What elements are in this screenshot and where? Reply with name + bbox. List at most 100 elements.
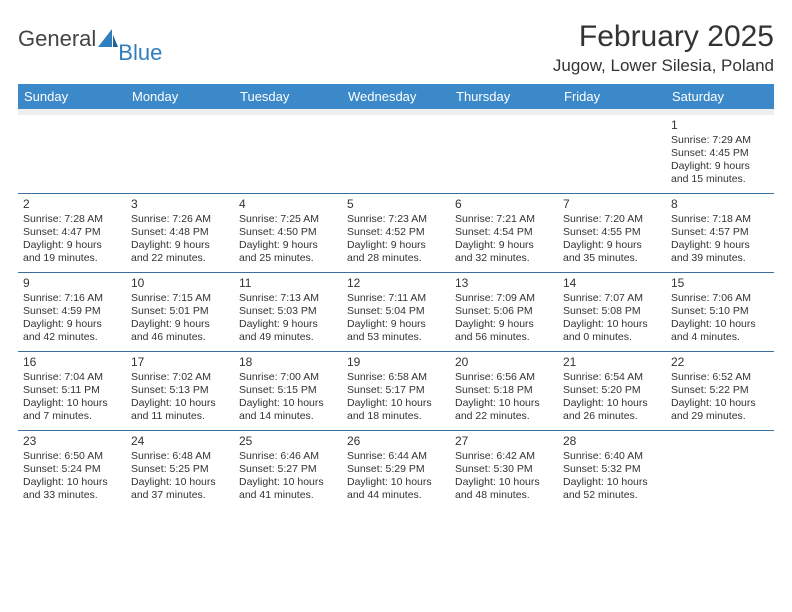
day-cell: 23Sunrise: 6:50 AMSunset: 5:24 PMDayligh…: [18, 431, 126, 509]
weekday-label: Thursday: [450, 84, 558, 109]
weekday-label: Tuesday: [234, 84, 342, 109]
day-cell: 3Sunrise: 7:26 AMSunset: 4:48 PMDaylight…: [126, 194, 234, 272]
day-number: 4: [239, 197, 337, 212]
day-cell: 4Sunrise: 7:25 AMSunset: 4:50 PMDaylight…: [234, 194, 342, 272]
title-block: February 2025 Jugow, Lower Silesia, Pola…: [553, 20, 774, 76]
sunrise-line: Sunrise: 6:54 AM: [563, 371, 661, 384]
day-number: 18: [239, 355, 337, 370]
sunset-line: Sunset: 4:45 PM: [671, 147, 769, 160]
day-cell: 27Sunrise: 6:42 AMSunset: 5:30 PMDayligh…: [450, 431, 558, 509]
sunset-line: Sunset: 5:27 PM: [239, 463, 337, 476]
daylight-line: Daylight: 10 hours and 48 minutes.: [455, 476, 553, 502]
sunrise-line: Sunrise: 7:06 AM: [671, 292, 769, 305]
sunset-line: Sunset: 5:11 PM: [23, 384, 121, 397]
sunset-line: Sunset: 5:18 PM: [455, 384, 553, 397]
daylight-line: Daylight: 10 hours and 14 minutes.: [239, 397, 337, 423]
weekday-label: Wednesday: [342, 84, 450, 109]
weekday-label: Monday: [126, 84, 234, 109]
daylight-line: Daylight: 9 hours and 49 minutes.: [239, 318, 337, 344]
day-cell: 18Sunrise: 7:00 AMSunset: 5:15 PMDayligh…: [234, 352, 342, 430]
sunrise-line: Sunrise: 7:02 AM: [131, 371, 229, 384]
day-number: 24: [131, 434, 229, 449]
day-cell: 2Sunrise: 7:28 AMSunset: 4:47 PMDaylight…: [18, 194, 126, 272]
daylight-line: Daylight: 9 hours and 53 minutes.: [347, 318, 445, 344]
sunset-line: Sunset: 5:15 PM: [239, 384, 337, 397]
sunrise-line: Sunrise: 7:11 AM: [347, 292, 445, 305]
sunrise-line: Sunrise: 6:46 AM: [239, 450, 337, 463]
day-cell: 8Sunrise: 7:18 AMSunset: 4:57 PMDaylight…: [666, 194, 774, 272]
sunset-line: Sunset: 4:57 PM: [671, 226, 769, 239]
day-number: 9: [23, 276, 121, 291]
sunrise-line: Sunrise: 6:52 AM: [671, 371, 769, 384]
weekday-header: SundayMondayTuesdayWednesdayThursdayFrid…: [18, 84, 774, 109]
daylight-line: Daylight: 9 hours and 42 minutes.: [23, 318, 121, 344]
sunrise-line: Sunrise: 6:58 AM: [347, 371, 445, 384]
day-cell: 16Sunrise: 7:04 AMSunset: 5:11 PMDayligh…: [18, 352, 126, 430]
daylight-line: Daylight: 10 hours and 44 minutes.: [347, 476, 445, 502]
day-cell: 25Sunrise: 6:46 AMSunset: 5:27 PMDayligh…: [234, 431, 342, 509]
daylight-line: Daylight: 9 hours and 39 minutes.: [671, 239, 769, 265]
calendar: SundayMondayTuesdayWednesdayThursdayFrid…: [18, 84, 774, 509]
daylight-line: Daylight: 9 hours and 22 minutes.: [131, 239, 229, 265]
weeks-container: 1Sunrise: 7:29 AMSunset: 4:45 PM Daylight…: [18, 115, 774, 509]
daylight-line: Daylight: 9 hours and 46 minutes.: [131, 318, 229, 344]
day-cell: 24Sunrise: 6:48 AMSunset: 5:25 PMDayligh…: [126, 431, 234, 509]
empty-cell: [558, 115, 666, 193]
day-cell: 13Sunrise: 7:09 AMSunset: 5:06 PMDayligh…: [450, 273, 558, 351]
daylight-line: Daylight: 10 hours and 29 minutes.: [671, 397, 769, 423]
day-cell: 17Sunrise: 7:02 AMSunset: 5:13 PMDayligh…: [126, 352, 234, 430]
day-number: 21: [563, 355, 661, 370]
week-row: 23Sunrise: 6:50 AMSunset: 5:24 PMDayligh…: [18, 431, 774, 509]
sunrise-line: Sunrise: 7:20 AM: [563, 213, 661, 226]
week-row: 16Sunrise: 7:04 AMSunset: 5:11 PMDayligh…: [18, 352, 774, 431]
daylight-line: Daylight: 10 hours and 22 minutes.: [455, 397, 553, 423]
sunset-line: Sunset: 5:30 PM: [455, 463, 553, 476]
sunrise-line: Sunrise: 7:28 AM: [23, 213, 121, 226]
day-number: 19: [347, 355, 445, 370]
day-number: 25: [239, 434, 337, 449]
empty-cell: [450, 115, 558, 193]
daylight-line: Daylight: 10 hours and 52 minutes.: [563, 476, 661, 502]
sunrise-line: Sunrise: 6:40 AM: [563, 450, 661, 463]
logo-word2: Blue: [118, 40, 162, 66]
sunrise-line: Sunrise: 7:18 AM: [671, 213, 769, 226]
day-number: 1: [671, 118, 769, 133]
sunrise-line: Sunrise: 7:29 AM: [671, 134, 769, 147]
sunset-line: Sunset: 5:08 PM: [563, 305, 661, 318]
logo-sail-icon: [98, 29, 120, 49]
sunset-line: Sunset: 5:03 PM: [239, 305, 337, 318]
day-number: 5: [347, 197, 445, 212]
day-cell: 1Sunrise: 7:29 AMSunset: 4:45 PMDaylight…: [666, 115, 774, 193]
day-number: 16: [23, 355, 121, 370]
sunset-line: Sunset: 5:32 PM: [563, 463, 661, 476]
day-cell: 21Sunrise: 6:54 AMSunset: 5:20 PMDayligh…: [558, 352, 666, 430]
day-number: 13: [455, 276, 553, 291]
sunrise-line: Sunrise: 6:44 AM: [347, 450, 445, 463]
sunrise-line: Sunrise: 6:42 AM: [455, 450, 553, 463]
day-cell: 15Sunrise: 7:06 AMSunset: 5:10 PMDayligh…: [666, 273, 774, 351]
day-number: 17: [131, 355, 229, 370]
day-number: 10: [131, 276, 229, 291]
sunrise-line: Sunrise: 7:23 AM: [347, 213, 445, 226]
day-cell: 19Sunrise: 6:58 AMSunset: 5:17 PMDayligh…: [342, 352, 450, 430]
empty-cell: [234, 115, 342, 193]
day-number: 2: [23, 197, 121, 212]
day-cell: 5Sunrise: 7:23 AMSunset: 4:52 PMDaylight…: [342, 194, 450, 272]
day-number: 8: [671, 197, 769, 212]
sunset-line: Sunset: 4:54 PM: [455, 226, 553, 239]
sunset-line: Sunset: 4:52 PM: [347, 226, 445, 239]
sunrise-line: Sunrise: 7:21 AM: [455, 213, 553, 226]
day-cell: 26Sunrise: 6:44 AMSunset: 5:29 PMDayligh…: [342, 431, 450, 509]
day-number: 6: [455, 197, 553, 212]
day-cell: 28Sunrise: 6:40 AMSunset: 5:32 PMDayligh…: [558, 431, 666, 509]
daylight-line: Daylight: 10 hours and 41 minutes.: [239, 476, 337, 502]
day-cell: 22Sunrise: 6:52 AMSunset: 5:22 PMDayligh…: [666, 352, 774, 430]
day-cell: 7Sunrise: 7:20 AMSunset: 4:55 PMDaylight…: [558, 194, 666, 272]
empty-cell: [342, 115, 450, 193]
day-cell: 20Sunrise: 6:56 AMSunset: 5:18 PMDayligh…: [450, 352, 558, 430]
daylight-line: Daylight: 9 hours and 32 minutes.: [455, 239, 553, 265]
sunset-line: Sunset: 4:55 PM: [563, 226, 661, 239]
weekday-label: Friday: [558, 84, 666, 109]
header: General Blue February 2025 Jugow, Lower …: [18, 20, 774, 76]
sunset-line: Sunset: 5:29 PM: [347, 463, 445, 476]
